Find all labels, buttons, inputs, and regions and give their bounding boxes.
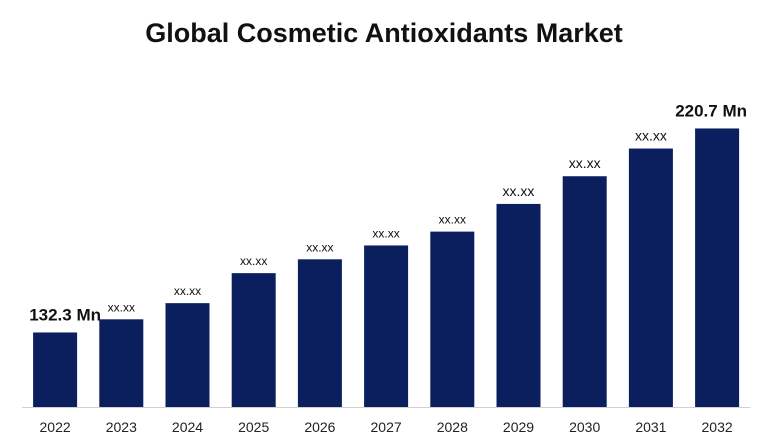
data-label-2027: xx.xx [372,226,399,240]
data-label-2030: xx.xx [569,155,601,171]
x-tick-2030: 2030 [569,419,600,432]
x-tick-2026: 2026 [304,419,335,432]
x-tick-2023: 2023 [106,419,137,432]
data-label-2026: xx.xx [306,240,333,254]
data-label-2022: 132.3 Mn [29,305,101,324]
data-label-2029: xx.xx [503,183,535,199]
x-tick-2031: 2031 [635,419,666,432]
bar-2025 [231,273,276,407]
data-label-2028: xx.xx [439,213,466,227]
x-tick-2028: 2028 [437,419,468,432]
bar-2029 [496,203,541,407]
bar-2032 [695,128,740,407]
data-label-2023: xx.xx [108,300,135,314]
bar-2022 [33,332,78,407]
bar-2028 [430,231,475,407]
bar-2026 [297,259,342,407]
data-label-2032: 220.7 Mn [675,101,747,120]
chart-title: Global Cosmetic Antioxidants Market [145,18,623,48]
bar-2024 [165,303,210,407]
bar-2031 [628,148,673,408]
x-tick-2029: 2029 [503,419,534,432]
data-label-2024: xx.xx [174,284,201,298]
data-label-2031: xx.xx [635,128,667,144]
data-labels-group: 132.3 Mn xx.xx xx.xx xx.xx xx.xx xx.xx xx.xx xx… [29,101,747,324]
x-tick-2032: 2032 [702,419,733,432]
data-label-2025: xx.xx [240,254,267,268]
x-tick-2022: 2022 [40,419,71,432]
bar-2030 [562,176,607,407]
bars-group [22,128,751,408]
bar-2027 [364,245,409,407]
x-tick-2025: 2025 [238,419,269,432]
bar-2023 [99,319,144,407]
x-tick-labels-group: 2022 2023 2024 2025 2026 2027 2028 2029 2030 2031… [40,419,733,432]
x-tick-2027: 2027 [371,419,402,432]
x-tick-2024: 2024 [172,419,203,432]
